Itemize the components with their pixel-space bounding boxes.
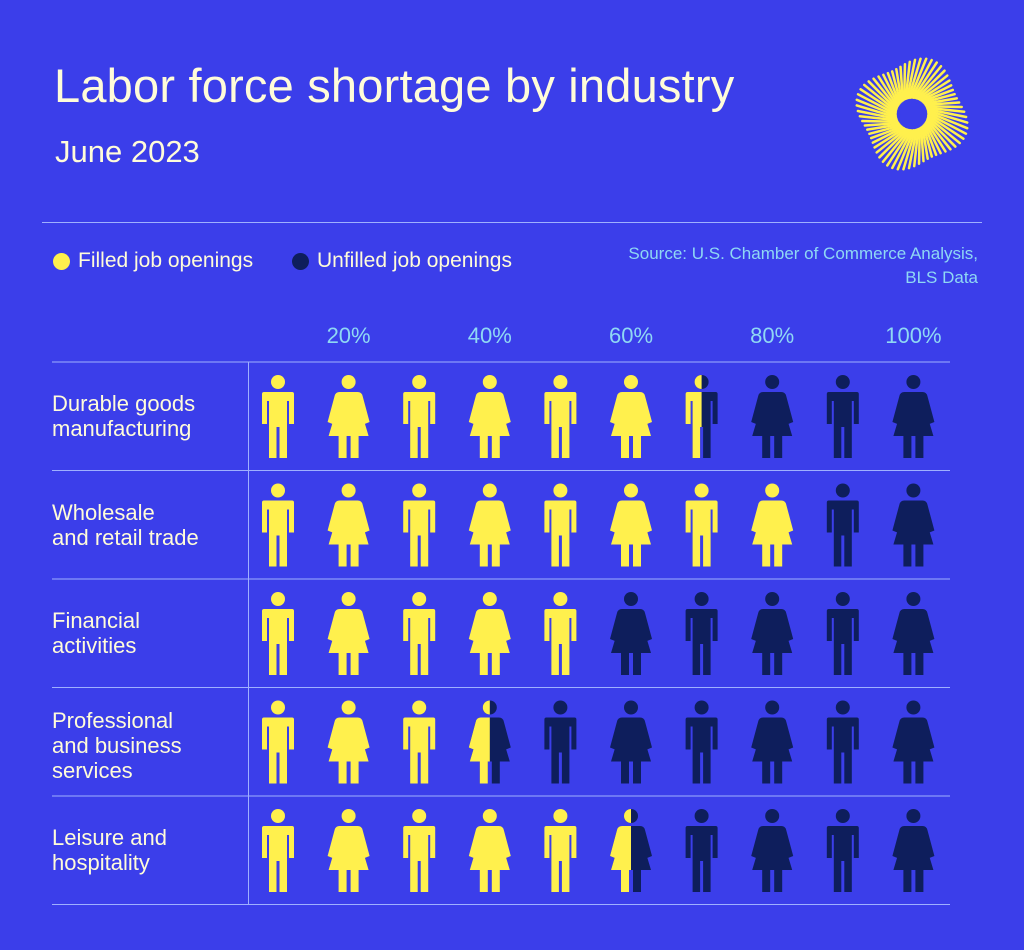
woman-icon xyxy=(610,700,652,784)
x-tick-label: 60% xyxy=(608,323,654,348)
row-label: Professional and business services xyxy=(52,692,242,801)
man-icon xyxy=(262,592,294,675)
filled-dot-icon xyxy=(53,252,70,270)
sunburst-logo-icon xyxy=(855,57,969,171)
man-icon xyxy=(544,483,577,567)
unfilled-dot-icon xyxy=(292,252,309,270)
man-icon xyxy=(826,592,859,675)
woman-icon xyxy=(751,483,794,567)
source-line: Source: U.S. Chamber of Commerce Analysi… xyxy=(628,244,978,263)
label-divider xyxy=(248,362,249,905)
header-divider xyxy=(42,222,982,223)
row-label-line: manufacturing xyxy=(52,416,192,442)
woman-icon xyxy=(468,700,511,784)
woman-icon xyxy=(892,375,935,458)
man-icon xyxy=(262,375,294,458)
x-tick-label: 20% xyxy=(326,323,371,348)
row-label: Durable goods manufacturing xyxy=(52,362,242,471)
man-icon xyxy=(685,700,718,784)
man-icon xyxy=(685,809,718,892)
woman-icon xyxy=(610,809,652,892)
woman-icon xyxy=(468,483,511,567)
row-label-line: services xyxy=(52,758,133,784)
woman-icon xyxy=(468,592,511,675)
row-label-line: Durable goods xyxy=(52,391,196,417)
woman-icon xyxy=(610,483,652,567)
woman-icon xyxy=(751,592,794,675)
man-icon xyxy=(826,809,859,892)
row-label-line: Wholesale xyxy=(52,499,155,525)
chart-subtitle: June 2023 xyxy=(55,134,200,169)
man-icon xyxy=(544,592,577,675)
man-icon xyxy=(826,483,859,567)
man-icon xyxy=(403,592,436,675)
x-tick-label: 100% xyxy=(885,323,942,348)
man-icon xyxy=(826,375,859,458)
row-label: Leisure and hospitality xyxy=(52,796,242,905)
woman-icon xyxy=(610,592,652,675)
x-tick-label: 40% xyxy=(467,323,512,348)
man-icon xyxy=(403,700,436,784)
row-label-line: Leisure and xyxy=(52,825,167,851)
man-icon xyxy=(685,483,718,567)
man-icon xyxy=(262,483,294,567)
woman-icon xyxy=(892,592,935,675)
woman-icon xyxy=(892,483,935,567)
woman-icon xyxy=(751,809,794,892)
man-icon xyxy=(262,700,294,784)
woman-icon xyxy=(610,375,652,458)
partial-fill xyxy=(468,700,490,784)
man-icon xyxy=(544,700,577,784)
chart-title: Labor force shortage by industry xyxy=(54,59,735,112)
woman-icon xyxy=(327,375,370,458)
woman-icon xyxy=(327,592,370,675)
man-icon xyxy=(403,809,436,892)
row-label-line: Professional xyxy=(52,708,174,734)
legend-item-filled: Filled job openings xyxy=(53,249,253,273)
legend-label-unfilled: Unfilled job openings xyxy=(317,249,512,272)
man-icon xyxy=(685,592,718,675)
woman-icon xyxy=(892,700,935,784)
row-label: Financial activities xyxy=(52,579,242,688)
legend-label-filled: Filled job openings xyxy=(78,249,254,272)
row-label: Wholesale and retail trade xyxy=(52,471,242,580)
woman-icon xyxy=(751,700,794,784)
woman-icon xyxy=(327,483,370,567)
woman-icon xyxy=(327,700,370,784)
woman-icon xyxy=(468,375,511,458)
source-line: BLS Data xyxy=(905,268,978,287)
man-icon xyxy=(685,375,718,458)
woman-icon xyxy=(468,809,511,892)
man-icon xyxy=(826,700,859,784)
row-label-line: and business xyxy=(52,733,182,759)
woman-icon xyxy=(327,809,370,892)
row-label-line: Financial xyxy=(52,608,141,634)
legend-item-unfilled: Unfilled job openings xyxy=(292,249,512,273)
partial-fill xyxy=(685,375,702,458)
row-label-line: hospitality xyxy=(52,850,150,876)
man-icon xyxy=(262,809,294,892)
man-icon xyxy=(403,375,436,458)
man-icon xyxy=(544,809,577,892)
man-icon xyxy=(544,375,577,458)
woman-icon xyxy=(751,375,794,458)
row-label-line: and retail trade xyxy=(52,524,199,550)
partial-fill xyxy=(610,809,631,892)
woman-icon xyxy=(892,809,935,892)
x-tick-label: 80% xyxy=(750,323,795,348)
man-icon xyxy=(403,483,436,567)
source-note: Source: U.S. Chamber of Commerce Analysi… xyxy=(628,242,978,290)
row-label-line: activities xyxy=(52,633,137,659)
